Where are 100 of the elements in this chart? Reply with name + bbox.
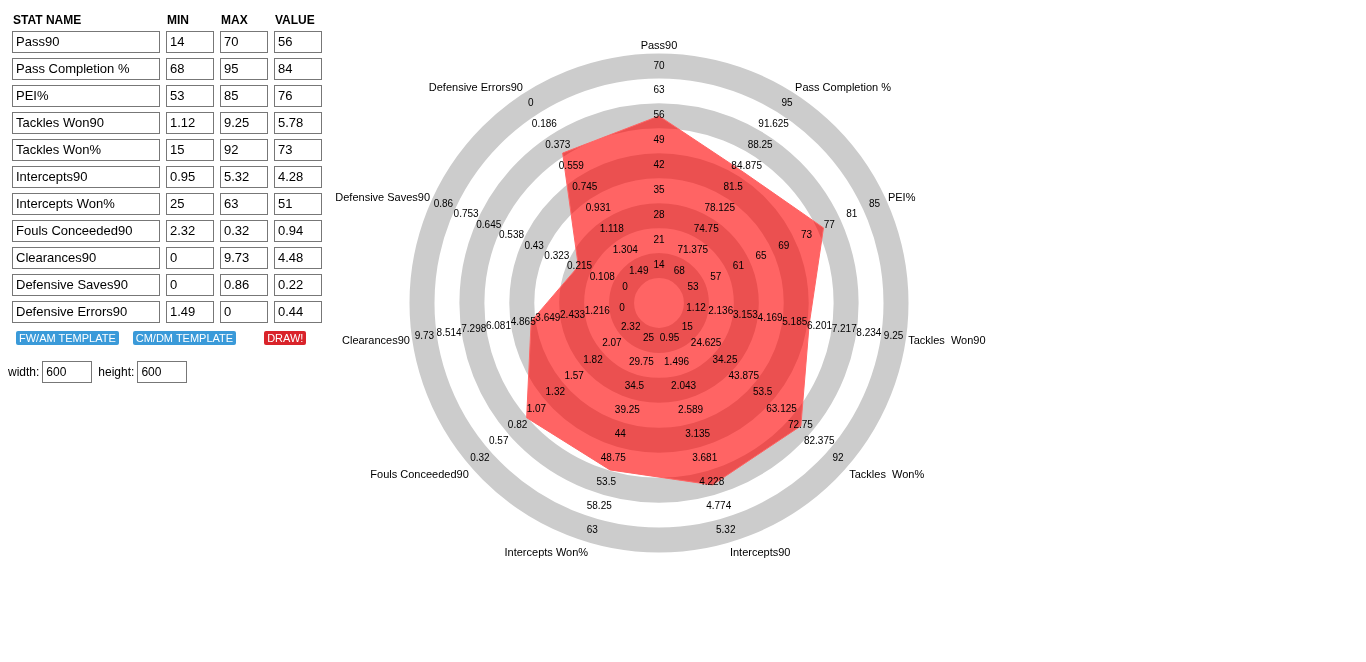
text: 0.931 <box>585 202 612 214</box>
text: 57 <box>710 270 722 282</box>
text: 53.5 <box>752 386 773 398</box>
text: 61 <box>732 260 745 272</box>
data-label: 0.32 <box>220 220 268 242</box>
spoke-label: Fouls Conceeded90 <box>370 467 469 480</box>
category-label: PEI% <box>12 85 160 107</box>
data-label: 92 <box>220 139 268 161</box>
data-label: 0 <box>166 274 214 296</box>
data-label: 0 <box>166 247 214 269</box>
text: 15 <box>681 321 694 333</box>
text: 28 <box>653 209 665 221</box>
data-label: 85 <box>220 85 268 107</box>
data-label: 56 <box>274 31 322 53</box>
text: 600 <box>42 361 93 383</box>
text: 82.375 <box>803 435 835 447</box>
text: 49 <box>653 134 665 146</box>
text: 0.215 <box>567 260 593 272</box>
text: 0.753 <box>453 208 480 220</box>
text: 3.681 <box>692 452 718 464</box>
text: 34.5 <box>624 380 645 392</box>
spoke-label: Pass Completion % <box>795 81 892 94</box>
text: 92 <box>832 451 845 463</box>
text: 34.25 <box>712 353 738 365</box>
data-label: 84 <box>274 58 322 80</box>
text: 5.32 <box>716 523 736 535</box>
data-label: 4.28 <box>274 166 322 188</box>
text: 44 <box>614 428 627 440</box>
text: 0 <box>528 97 535 109</box>
data-label: 14 <box>166 31 214 53</box>
data-label: 95 <box>220 58 268 80</box>
text: 0.323 <box>544 249 570 261</box>
text: 0.108 <box>589 270 616 282</box>
text: 70 <box>653 59 665 71</box>
text: 63 <box>586 523 599 535</box>
text: 0.82 <box>507 419 528 431</box>
spoke-label: PEI% <box>887 191 916 204</box>
text: 3.649 <box>535 312 561 324</box>
category-label: Tackles Won% <box>12 139 160 161</box>
data-label: 25 <box>166 193 214 215</box>
data-label: 70 <box>220 31 268 53</box>
text: 0.95 <box>659 332 680 344</box>
text: 1.12 <box>686 301 707 313</box>
text: 0.57 <box>489 435 509 447</box>
category-label: Tackles Won90 <box>12 112 160 134</box>
text: 3.153 <box>732 308 759 320</box>
data-label: 15 <box>166 139 214 161</box>
text: 71.375 <box>677 244 709 256</box>
text: 8.514 <box>436 326 463 338</box>
text: 84.875 <box>731 160 763 172</box>
data-label: 0.94 <box>274 220 322 242</box>
data-label: 0.95 <box>166 166 214 188</box>
data-label: 1.12 <box>166 112 214 134</box>
text: 1.304 <box>612 244 639 256</box>
data-label: 9.73 <box>220 247 268 269</box>
text: 39.25 <box>614 404 641 416</box>
text: 3.135 <box>685 428 711 440</box>
spoke-label: Tackles Won% <box>849 467 925 480</box>
text: 53.5 <box>596 476 617 488</box>
data-label: 0.22 <box>274 274 322 296</box>
data-label: 0 <box>220 301 268 323</box>
text: 21 <box>653 234 665 246</box>
text: 1.82 <box>583 353 604 365</box>
text: 0 <box>622 280 629 292</box>
text: 0.745 <box>572 181 598 193</box>
text: 0 <box>619 301 626 313</box>
text: 78.125 <box>704 202 736 214</box>
text: 0.645 <box>476 218 502 230</box>
text: 0.32 <box>470 451 491 463</box>
text: 74.75 <box>693 223 720 235</box>
text: 600 <box>137 361 188 383</box>
text: width: <box>8 365 40 379</box>
text: 8.234 <box>856 326 882 338</box>
text: 68 <box>673 265 686 277</box>
text: STAT NAME <box>12 13 83 27</box>
category-label: Clearances90 <box>12 247 160 269</box>
spoke-label: Intercepts Won% <box>504 546 589 559</box>
text: 85 <box>869 198 881 210</box>
spoke-label: Clearances90 <box>341 334 410 347</box>
spoke-label: Defensive Errors90 <box>428 81 523 94</box>
text: 1.216 <box>584 305 611 317</box>
text: 24.625 <box>690 337 722 349</box>
spoke-label: Tackles Won90 <box>908 334 986 347</box>
text: 2.589 <box>678 404 704 416</box>
text: 56 <box>653 109 665 121</box>
text: 9.25 <box>883 330 904 342</box>
category-label: Intercepts Won% <box>12 193 160 215</box>
text: 1.118 <box>599 223 625 235</box>
text: 0.373 <box>545 139 571 151</box>
text: 95 <box>781 97 794 109</box>
text: 69 <box>778 239 790 251</box>
text: 2.136 <box>708 305 734 317</box>
text: 35 <box>653 184 665 196</box>
category-label: Defensive Errors90 <box>12 301 160 323</box>
text: 2.07 <box>602 337 623 349</box>
text: 0.538 <box>498 229 525 241</box>
data-label: 5.32 <box>220 166 268 188</box>
data-label: 51 <box>274 193 322 215</box>
text: 6.081 <box>485 319 512 331</box>
text: 4.228 <box>699 476 725 488</box>
